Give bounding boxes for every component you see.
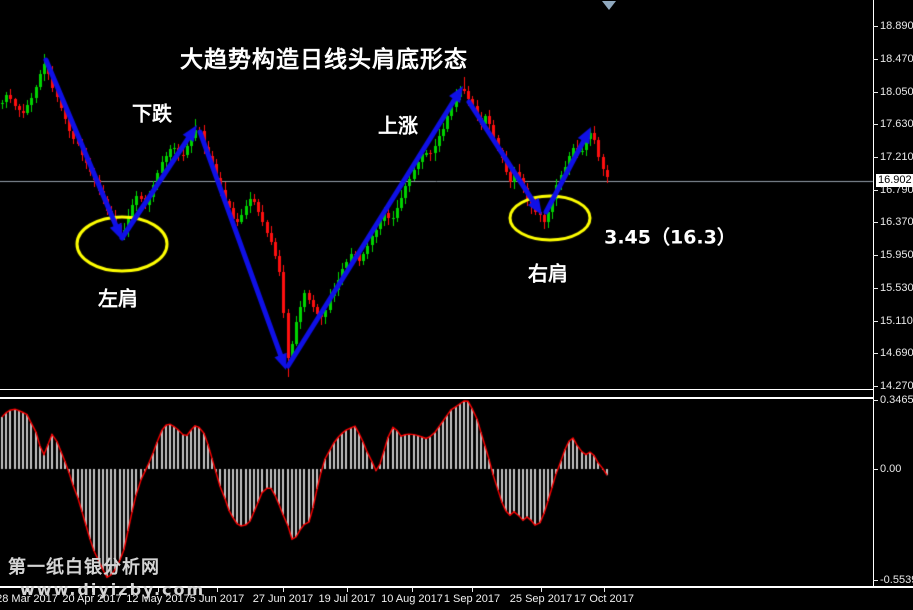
price-tick [873,255,878,256]
date-tick [27,588,28,592]
cursor-arrow-icon [602,1,616,10]
date-axis-label: 5 Jun 2017 [189,593,245,605]
price-tick [873,353,878,354]
price-tick [873,222,878,223]
date-axis-label: 20 Apr 2017 [62,593,122,605]
price-axis-label: 18.050 [880,86,913,98]
annotation-right-shoulder: 右肩 [528,261,568,286]
price-tick [873,59,878,60]
annotation-uptrend: 上涨 [378,113,418,138]
date-axis-label: 12 May 2017 [126,593,190,605]
price-axis-label: 15.110 [880,315,913,327]
price-tick [873,157,878,158]
date-tick [412,588,413,592]
price-axis-label: 15.950 [880,249,913,261]
price-axis-label: 18.470 [880,53,913,65]
price-axis-label: 17.630 [880,118,913,130]
price-axis-label: 18.890 [880,20,913,32]
date-tick [158,588,159,592]
price-tick [873,92,878,93]
price-axis-label: 16.370 [880,216,913,228]
price-tick [873,190,878,191]
chart-title: 大趋势构造日线头肩底形态 [180,47,468,73]
date-tick [283,588,284,592]
price-tick [873,386,878,387]
price-tick [873,288,878,289]
date-tick [347,588,348,592]
price-tick [873,321,878,322]
indicator-tick [873,469,878,470]
watermark-site-name: 第一纸白银分析网 [8,557,160,578]
price-axis-label: 16.790 [880,184,913,196]
date-tick [472,588,473,592]
date-axis-label: 25 Sep 2017 [509,593,573,605]
panel-separator-top [0,389,873,390]
date-axis-label: 28 Mar 2017 [0,593,58,605]
panel-separator-bottom [0,397,873,399]
annotation-left-shoulder: 左肩 [98,286,138,311]
indicator-tick [873,400,878,401]
date-tick [217,588,218,592]
watermark-site-url: www.diyizby.com [20,580,206,599]
price-axis-label: 14.690 [880,347,913,359]
bottom-axis-line [0,586,913,588]
indicator-axis-label: -0.5539 [880,574,913,586]
indicator-axis-label: 0.3465 [880,394,913,406]
date-tick [604,588,605,592]
price-axis-label: 14.270 [880,380,913,392]
indicator-axis-label: 0.00 [880,463,902,475]
date-axis-label: 1 Sep 2017 [443,593,501,605]
date-axis-label: 17 Oct 2017 [574,593,634,605]
price-tick [873,124,878,125]
date-tick [92,588,93,592]
price-tick [873,26,878,27]
annotation-price-target: 3.45（16.3） [604,226,736,249]
date-axis-label: 27 Jun 2017 [252,593,314,605]
date-axis-label: 10 Aug 2017 [381,593,443,605]
date-tick [541,588,542,592]
price-axis-label: 17.210 [880,151,913,163]
price-axis-line [873,0,874,588]
indicator-tick [873,580,878,581]
price-axis-label: 15.530 [880,282,913,294]
current-price-tag: 16.902 [876,174,913,187]
annotation-downtrend: 下跌 [132,101,172,126]
date-axis-label: 19 Jul 2017 [318,593,376,605]
